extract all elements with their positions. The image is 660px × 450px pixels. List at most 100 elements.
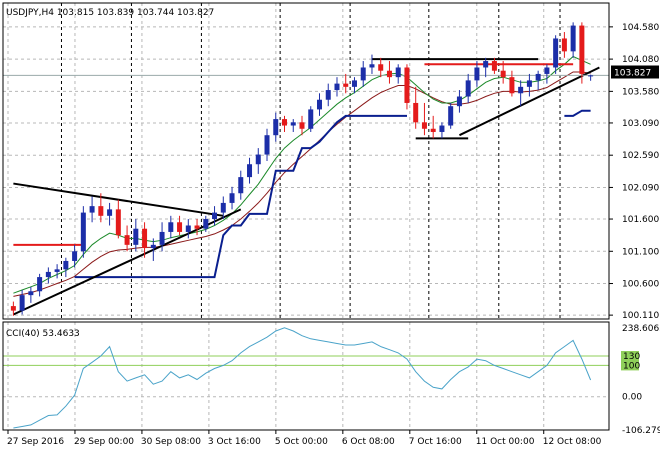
bull-candle-body	[238, 177, 244, 194]
cci-line	[13, 327, 592, 429]
bull-candle-body	[308, 109, 314, 129]
bear-candle-body	[378, 64, 384, 71]
y-tick-label: 104.580	[622, 23, 659, 33]
x-tick-label: 11 Oct 00:00	[476, 437, 535, 447]
cci-level-label: 130	[623, 352, 640, 362]
bull-candle-body	[203, 219, 209, 229]
bear-candle-body	[115, 209, 121, 236]
bear-candle-body	[509, 77, 515, 94]
trendline	[458, 66, 600, 137]
x-tick-label: 6 Oct 08:00	[342, 437, 395, 447]
price-tag-label: 103.827	[614, 69, 651, 79]
bear-candle-body	[142, 228, 148, 249]
y-tick-label: 104.080	[622, 55, 659, 65]
bull-candle-body	[369, 64, 375, 68]
bull-candle-body	[19, 295, 25, 311]
cci-y-tick-label: 0.00	[622, 393, 642, 403]
bear-candle-body	[177, 222, 183, 232]
bear-candle-body	[561, 38, 567, 52]
y-tick-label: 100.110	[622, 311, 659, 321]
cci-plot-frame	[2, 321, 610, 431]
gridlines	[3, 3, 609, 430]
cci-y-tick-label: 238.6063	[622, 324, 660, 334]
y-tick-label: 103.090	[622, 119, 659, 129]
bull-candle-body	[395, 67, 401, 78]
bull-candle-body	[351, 80, 357, 87]
bear-candle-body	[491, 61, 497, 71]
bear-candle-body	[386, 70, 392, 78]
bear-candle-body	[282, 119, 288, 126]
moving-average-slow	[13, 71, 591, 297]
x-tick-label: 29 Sep 00:00	[74, 437, 134, 447]
y-tick-label: 101.100	[622, 247, 659, 257]
moving-average-fast	[13, 55, 591, 294]
bull-candle-body	[588, 75, 594, 77]
y-tick-label: 100.600	[622, 280, 659, 290]
cci-title: CCI(40) 53.4633	[6, 329, 80, 339]
bull-candle-body	[518, 86, 524, 94]
bull-candle-body	[264, 135, 270, 155]
bull-candle-body	[483, 61, 489, 68]
bull-candle-body	[544, 67, 550, 74]
bull-candle-body	[80, 212, 86, 252]
x-tick-label: 3 Oct 16:00	[208, 437, 261, 447]
bull-candle-body	[229, 193, 235, 203]
bull-candle-body	[150, 244, 156, 249]
bear-candle-body	[500, 70, 506, 78]
x-tick-label: 7 Oct 16:00	[409, 437, 462, 447]
bull-candle-body	[255, 154, 261, 165]
bull-candle-body	[570, 25, 576, 52]
bull-candle-body	[107, 209, 113, 216]
y-tick-label: 101.600	[622, 215, 659, 225]
cci-y-tick-label: -106.2794	[622, 426, 660, 436]
bull-candle-body	[185, 225, 191, 232]
bull-candle-body	[448, 106, 454, 126]
bear-candle-body	[98, 206, 104, 216]
x-tick-label: 27 Sep 2016	[7, 437, 64, 447]
bull-candle-body	[456, 96, 462, 107]
bull-candle-body	[535, 73, 541, 81]
bull-candle-body	[72, 251, 78, 261]
chart-axes	[2, 2, 610, 431]
bull-candle-body	[89, 206, 95, 213]
trendline	[12, 208, 242, 316]
y-tick-label: 102.590	[622, 151, 659, 161]
bear-candle-body	[10, 306, 16, 311]
bear-candle-body	[404, 67, 410, 103]
cci-level-tag	[621, 360, 639, 371]
bull-candle-body	[212, 212, 218, 220]
bear-candle-body	[299, 122, 305, 129]
bull-candle-body	[439, 125, 445, 132]
bull-candle-body	[553, 38, 559, 68]
cci-level-tag	[621, 351, 639, 362]
cci-level-label: 100	[623, 361, 640, 371]
x-tick-label: 5 Oct 00:00	[275, 437, 328, 447]
bull-candle-body	[37, 277, 43, 292]
bull-candle-body	[133, 228, 139, 245]
bull-candle-body	[54, 269, 60, 272]
bull-candle-body	[247, 164, 253, 178]
bull-candle-body	[526, 80, 532, 87]
bull-candle-body	[168, 222, 174, 232]
main-plot-frame	[2, 2, 610, 320]
y-tick-label: 103.580	[622, 87, 659, 97]
bull-candle-body	[45, 271, 51, 278]
bull-candle-body	[159, 231, 165, 245]
bull-candle-body	[28, 291, 34, 296]
axis-ticks: 104.580 104.080 103.580 103.090 102.590 102.0…	[7, 23, 660, 447]
bear-candle-body	[413, 102, 419, 123]
x-tick-label: 30 Sep 08:00	[141, 437, 201, 447]
cci-panel	[3, 327, 609, 429]
bull-candle-body	[474, 67, 480, 81]
stop-line	[564, 109, 591, 117]
bull-candle-body	[465, 80, 471, 97]
bear-candle-body	[579, 25, 585, 74]
candlestick-series	[10, 22, 594, 316]
stop-line	[74, 114, 407, 279]
bull-candle-body	[290, 122, 296, 126]
bull-candle-body	[273, 119, 279, 136]
bull-candle-body	[220, 202, 226, 213]
bear-candle-body	[194, 225, 200, 229]
bull-candle-body	[325, 90, 331, 100]
